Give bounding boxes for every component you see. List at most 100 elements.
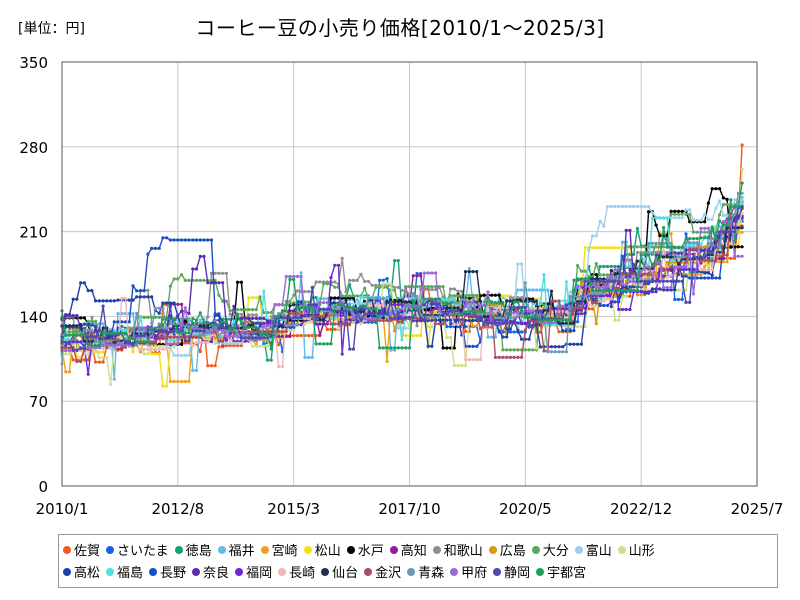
data-point <box>706 226 711 230</box>
data-point <box>277 315 281 319</box>
data-point <box>142 289 146 293</box>
data-point <box>620 246 625 250</box>
legend-marker <box>63 567 71 576</box>
data-point <box>262 321 266 325</box>
data-point <box>456 294 460 298</box>
data-point <box>587 284 591 288</box>
data-point <box>605 297 610 301</box>
data-point <box>647 210 651 214</box>
data-point <box>150 340 154 344</box>
data-point <box>251 330 255 334</box>
legend-item: 水戸 <box>346 540 384 559</box>
data-point <box>277 365 281 369</box>
data-point <box>209 333 214 337</box>
data-point <box>706 201 711 205</box>
legend-item: 奈良 <box>192 562 229 581</box>
data-point <box>605 276 610 280</box>
data-point <box>322 282 326 286</box>
data-point <box>355 302 359 306</box>
data-point <box>153 327 157 331</box>
data-point <box>695 241 699 245</box>
data-point <box>109 299 113 303</box>
data-point <box>67 349 72 353</box>
data-point <box>650 290 655 294</box>
data-point <box>112 331 116 335</box>
data-point <box>624 285 628 289</box>
data-point <box>643 272 647 276</box>
data-point <box>527 325 531 329</box>
data-point <box>318 314 322 318</box>
data-point <box>236 344 240 348</box>
data-point <box>131 350 135 354</box>
data-point <box>740 254 744 258</box>
data-point <box>441 322 445 326</box>
data-point <box>277 325 281 329</box>
data-point <box>456 306 460 310</box>
data-point <box>639 290 643 294</box>
data-point <box>168 333 172 337</box>
data-point <box>460 297 464 301</box>
data-point <box>183 238 187 242</box>
data-point <box>699 272 703 276</box>
data-point <box>123 320 128 324</box>
data-point <box>138 289 143 293</box>
data-point <box>662 288 666 292</box>
data-point <box>624 265 628 269</box>
data-point <box>609 305 613 309</box>
data-point <box>228 344 232 348</box>
data-point <box>665 286 669 290</box>
data-point <box>426 308 430 312</box>
data-point <box>146 332 150 336</box>
data-point <box>344 298 348 303</box>
data-point <box>251 313 255 317</box>
data-point <box>505 355 509 359</box>
data-point <box>419 306 423 311</box>
data-point <box>310 355 314 360</box>
legend-label: 徳島 <box>185 544 212 559</box>
data-point <box>165 342 169 346</box>
data-point <box>239 336 243 340</box>
data-point <box>236 312 240 316</box>
data-point <box>191 267 195 271</box>
data-point <box>654 245 658 249</box>
data-point <box>165 329 169 334</box>
data-point <box>232 304 236 308</box>
data-point <box>452 306 456 310</box>
data-point <box>292 303 296 307</box>
data-point <box>262 316 266 320</box>
data-point <box>344 294 348 298</box>
data-point <box>561 299 565 303</box>
data-point <box>688 251 692 255</box>
data-point <box>273 315 277 319</box>
data-point <box>228 331 232 335</box>
data-point <box>370 283 374 287</box>
data-point <box>650 264 655 268</box>
data-point <box>662 268 666 272</box>
data-point <box>471 297 475 301</box>
legend-marker <box>235 567 244 576</box>
data-point <box>322 322 326 326</box>
data-point <box>486 335 490 339</box>
data-point <box>505 299 509 303</box>
data-point <box>90 328 94 332</box>
data-point <box>322 297 326 301</box>
data-point <box>265 321 270 325</box>
data-point <box>691 245 696 249</box>
data-point <box>691 292 696 296</box>
data-point <box>258 336 262 340</box>
data-point <box>292 325 296 329</box>
data-point <box>325 342 329 346</box>
data-point <box>209 278 214 282</box>
data-point <box>493 321 497 325</box>
data-point <box>624 204 628 209</box>
data-point <box>449 309 453 313</box>
data-point <box>209 281 214 285</box>
data-point <box>389 346 393 350</box>
data-point <box>325 301 329 305</box>
data-point <box>389 296 393 300</box>
data-point <box>82 339 86 343</box>
data-point <box>318 342 322 346</box>
data-point <box>523 348 527 352</box>
data-point <box>688 237 692 241</box>
data-point <box>684 274 688 278</box>
